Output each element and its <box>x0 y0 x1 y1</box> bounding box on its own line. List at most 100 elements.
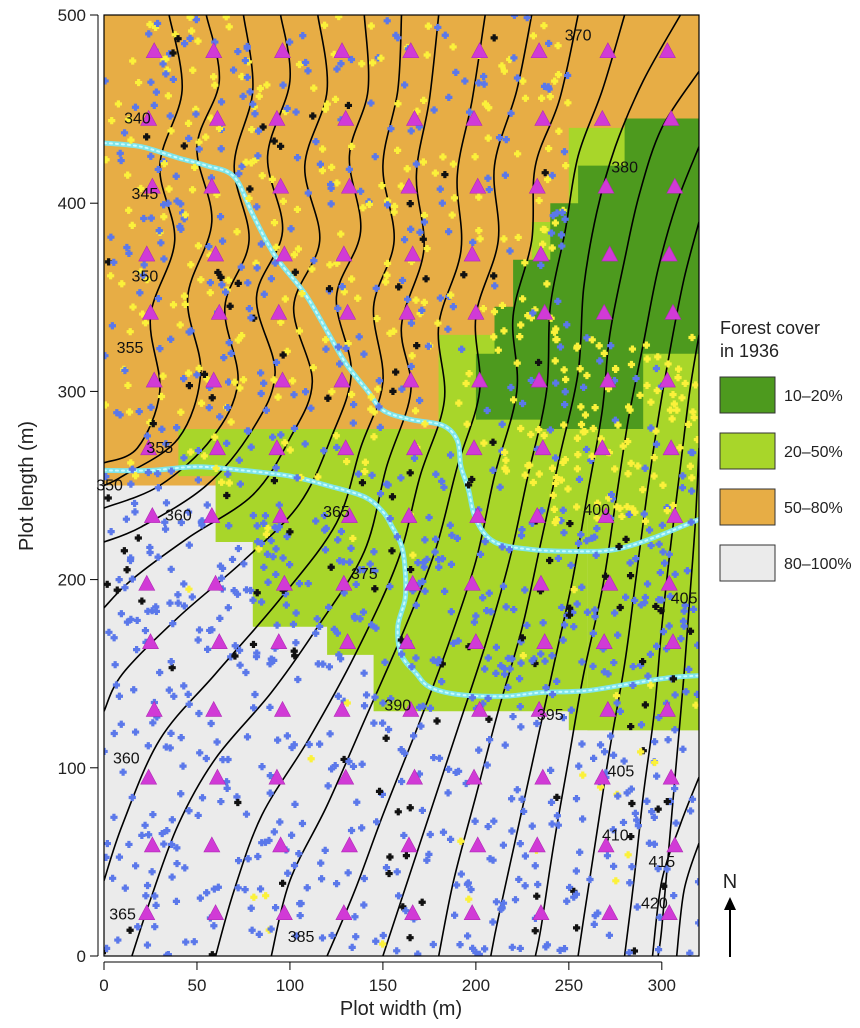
tree-point <box>293 205 302 214</box>
tree-point <box>654 865 662 873</box>
tree-point <box>188 186 197 194</box>
tree-point <box>281 295 289 303</box>
tree-point <box>546 426 554 434</box>
triangle-marker <box>207 904 225 921</box>
tree-point <box>262 406 270 414</box>
tree-point <box>627 832 635 841</box>
legend-item-label: 50–80% <box>784 500 843 517</box>
tree-point <box>643 355 651 363</box>
tree-point <box>659 481 667 489</box>
tree-point <box>490 817 498 825</box>
tree-point <box>655 713 663 722</box>
tree-point <box>120 129 129 137</box>
tree-point <box>104 77 109 85</box>
tree-point <box>586 875 594 884</box>
tree-point <box>241 56 249 65</box>
tree-point <box>298 290 306 298</box>
tree-point <box>114 100 123 108</box>
tree-point <box>679 617 688 625</box>
tree-point <box>374 385 382 393</box>
tree-point <box>429 940 437 949</box>
tree-point <box>440 483 448 491</box>
tree-point <box>174 591 182 599</box>
tree-point <box>409 587 417 595</box>
tree-point <box>537 650 545 658</box>
tree-point <box>431 548 439 556</box>
triangle-marker <box>471 42 489 59</box>
tree-point <box>210 922 218 930</box>
tree-point <box>557 476 566 484</box>
triangle-marker <box>275 904 293 921</box>
tree-point <box>266 703 274 711</box>
tree-point <box>249 640 258 649</box>
tree-point <box>430 753 438 762</box>
tree-point <box>419 158 428 166</box>
tree-point <box>447 560 456 568</box>
tree-point <box>167 335 175 343</box>
tree-point <box>549 211 557 220</box>
tree-point <box>173 424 181 432</box>
tree-point <box>292 609 300 617</box>
triangle-marker <box>469 506 487 523</box>
tree-point <box>356 566 364 574</box>
contour-line <box>104 15 292 543</box>
tree-point <box>279 81 287 89</box>
triangle-marker <box>658 42 676 59</box>
tree-point <box>641 517 650 525</box>
tree-point <box>367 393 375 401</box>
tree-point <box>224 276 232 284</box>
contour-line <box>437 15 682 956</box>
tree-point <box>328 931 336 940</box>
tree-point <box>266 789 274 797</box>
tree-point <box>256 84 264 93</box>
tree-point <box>498 543 506 551</box>
tree-point <box>394 808 402 816</box>
tree-point <box>558 242 566 250</box>
tree-point <box>203 375 211 383</box>
north-arrow-icon <box>724 897 736 910</box>
triangle-marker <box>337 768 355 785</box>
tree-point <box>433 717 441 725</box>
tree-point <box>611 416 619 424</box>
tree-point <box>564 99 572 107</box>
tree-point <box>501 741 509 749</box>
tree-point <box>213 190 221 199</box>
tree-point <box>589 662 597 670</box>
tree-point <box>518 795 526 803</box>
tree-point <box>367 99 375 107</box>
tree-point <box>570 893 578 901</box>
tree-point <box>216 213 225 221</box>
tree-point <box>190 938 198 946</box>
tree-point <box>110 729 118 738</box>
tree-point <box>189 66 197 74</box>
tree-point <box>195 709 203 718</box>
contour-line <box>214 15 486 956</box>
y-axis-title: Plot length (m) <box>16 421 38 551</box>
tree-point <box>641 464 649 472</box>
tree-point <box>626 879 634 887</box>
tree-point <box>626 559 634 567</box>
tree-point <box>485 715 493 723</box>
tree-point <box>634 462 642 470</box>
tree-point <box>262 530 270 538</box>
tree-point <box>154 294 163 303</box>
tree-point <box>515 875 523 884</box>
tree-point <box>579 383 588 391</box>
tree-point <box>261 838 270 846</box>
tree-point <box>216 614 224 622</box>
contour-label: 350 <box>96 478 123 495</box>
tree-point <box>455 399 463 407</box>
tree-point <box>128 465 136 473</box>
tree-point <box>319 660 327 668</box>
triangle-marker <box>337 439 355 456</box>
tree-point <box>528 657 536 665</box>
tree-point <box>560 421 568 429</box>
tree-point <box>168 664 176 672</box>
tree-point <box>158 425 166 433</box>
tree-point <box>494 346 502 354</box>
tree-point <box>678 394 686 402</box>
tree-point <box>438 660 446 668</box>
tree-point <box>453 534 461 542</box>
tree-point <box>270 477 278 485</box>
tree-point <box>182 938 190 946</box>
